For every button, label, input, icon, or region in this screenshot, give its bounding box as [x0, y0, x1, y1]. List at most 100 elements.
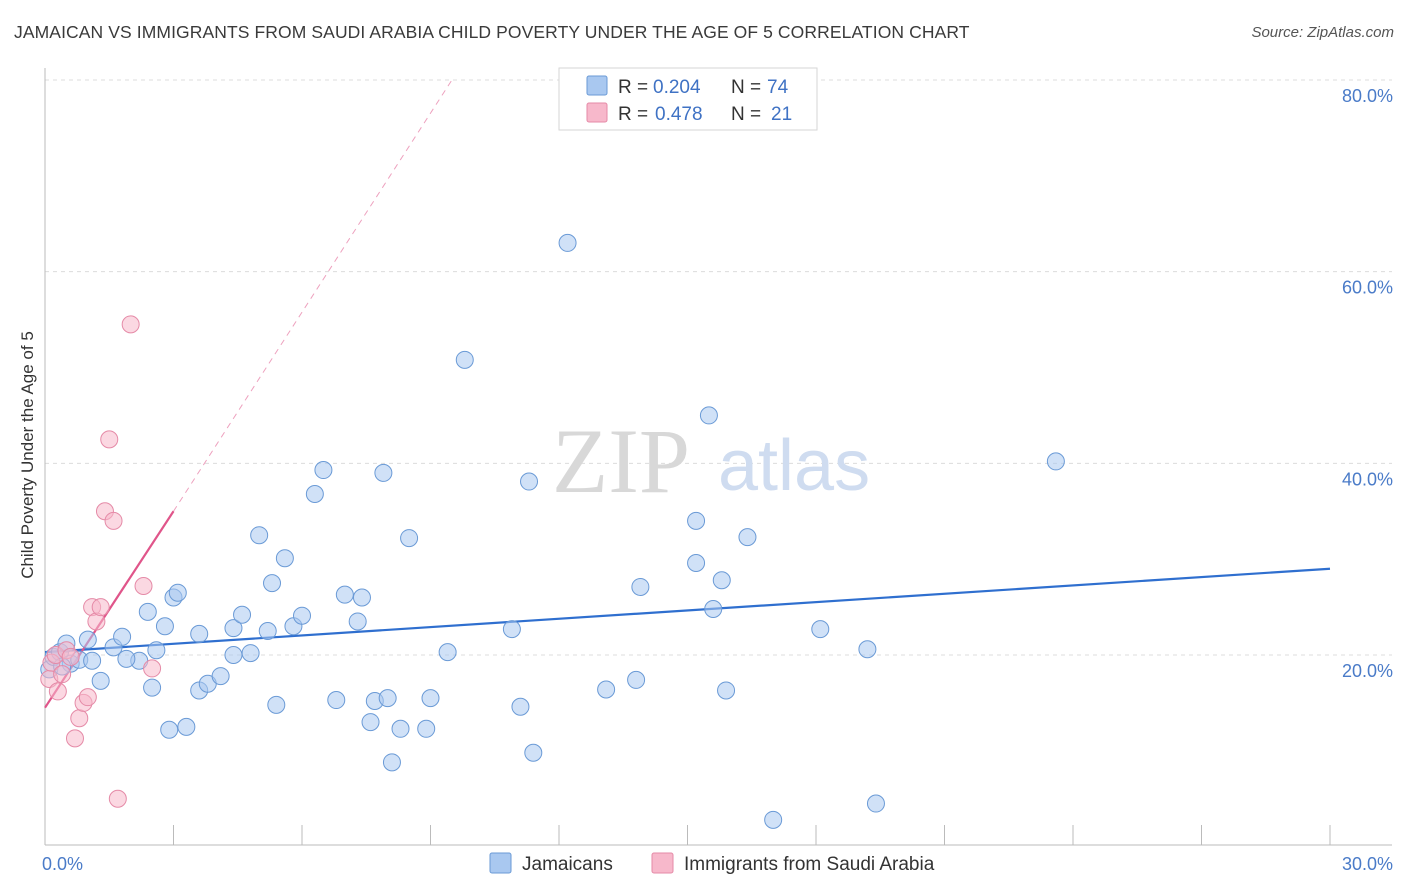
- series-legend-label-jamaicans: Jamaicans: [522, 854, 613, 875]
- point-jamaicans-24: [224, 619, 243, 638]
- point-jamaicans-15: [155, 617, 174, 636]
- y-tick-labels: 20.0% 40.0% 60.0% 80.0%: [1342, 86, 1393, 681]
- point-jamaicans-26: [233, 605, 252, 624]
- point-jamaicans-30: [263, 574, 282, 593]
- axes: [44, 68, 1392, 846]
- point-jamaicans-29: [258, 622, 277, 641]
- legend-n-value-saudi: 21: [771, 104, 792, 125]
- gridlines: [45, 79, 1392, 656]
- point-jamaicans-66: [738, 528, 757, 547]
- point-jamaicans-62: [699, 406, 718, 425]
- point-jamaicans-41: [361, 713, 380, 732]
- point-jamaicans-43: [374, 463, 393, 482]
- point-jamaicans-71: [764, 810, 783, 829]
- point-jamaicans-50: [438, 643, 457, 662]
- series-legend-swatch-jamaicans: [489, 852, 512, 874]
- point-jamaicans-25: [224, 646, 243, 664]
- point-jamaicans-53: [511, 697, 530, 716]
- point-jamaicans-67: [811, 620, 830, 639]
- point-jamaicans-13: [143, 678, 162, 697]
- x-tick-labels: 0.0% 30.0%: [42, 854, 1393, 874]
- point-jamaicans-44: [378, 689, 397, 708]
- point-jamaicans-70: [1046, 452, 1065, 471]
- legend-swatch-saudi: [586, 102, 608, 123]
- point-saudi-19: [134, 577, 153, 595]
- point-jamaicans-40: [352, 588, 371, 607]
- data-points: [40, 233, 1065, 829]
- legend-n-value-jamaicans: 74: [767, 77, 789, 98]
- legend-r-value-saudi: 0.478: [655, 104, 703, 125]
- point-jamaicans-57: [597, 680, 616, 699]
- y-tick-label-2: 60.0%: [1342, 278, 1393, 298]
- point-jamaicans-64: [712, 571, 731, 590]
- point-jamaicans-63: [704, 600, 723, 618]
- point-jamaicans-56: [558, 233, 577, 252]
- point-jamaicans-73: [117, 649, 136, 668]
- point-jamaicans-16: [160, 720, 179, 739]
- point-jamaicans-58: [627, 670, 646, 689]
- point-jamaicans-38: [335, 585, 354, 604]
- point-jamaicans-10: [113, 627, 132, 646]
- point-saudi-4: [53, 665, 72, 684]
- point-jamaicans-28: [250, 526, 269, 545]
- point-jamaicans-65: [717, 681, 736, 700]
- point-jamaicans-51: [455, 350, 474, 369]
- point-jamaicans-60: [687, 554, 706, 572]
- point-jamaicans-61: [687, 511, 706, 530]
- point-saudi-15: [100, 430, 119, 449]
- legend-r-label-jamaicans: R =: [618, 77, 648, 98]
- watermark: ZIP atlas: [552, 410, 870, 512]
- watermark-atlas: atlas: [718, 426, 870, 506]
- series-legend-label-saudi: Immigrants from Saudi Arabia: [684, 854, 935, 875]
- point-saudi-16: [104, 511, 123, 530]
- watermark-zip: ZIP: [552, 410, 690, 512]
- point-saudi-18: [121, 315, 140, 334]
- point-saudi-17: [108, 789, 127, 808]
- point-jamaicans-8: [91, 671, 110, 690]
- x-tick-label-0: 0.0%: [42, 854, 83, 874]
- point-saudi-13: [91, 598, 110, 617]
- point-saudi-3: [48, 682, 67, 701]
- point-jamaicans-69: [866, 794, 885, 813]
- point-jamaicans-34: [293, 606, 311, 625]
- correlation-legend: R = 0.204 N = 74 R = 0.478 N = 21: [558, 67, 818, 131]
- y-tick-label-0: 20.0%: [1342, 661, 1393, 681]
- trend-line-ext-1: [173, 79, 453, 512]
- point-jamaicans-68: [858, 640, 877, 659]
- point-jamaicans-55: [524, 743, 543, 762]
- point-saudi-10: [78, 688, 97, 707]
- point-saudi-7: [65, 729, 84, 748]
- point-jamaicans-47: [400, 529, 419, 548]
- legend-r-value-jamaicans: 0.204: [653, 77, 701, 98]
- point-jamaicans-20: [190, 624, 209, 643]
- point-jamaicans-19: [177, 717, 196, 736]
- point-jamaicans-48: [417, 719, 436, 738]
- legend-n-label-saudi: N =: [731, 104, 761, 125]
- point-jamaicans-54: [520, 472, 539, 491]
- point-jamaicans-46: [391, 719, 410, 738]
- point-jamaicans-7: [83, 651, 102, 670]
- trend-line-0: [44, 567, 1331, 654]
- point-jamaicans-59: [631, 577, 650, 596]
- series-legend: Jamaicans Immigrants from Saudi Arabia: [489, 852, 935, 875]
- point-jamaicans-6: [78, 630, 97, 649]
- legend-r-label-saudi: R =: [618, 104, 648, 125]
- point-saudi-6: [61, 647, 80, 666]
- chart-source: Source: ZipAtlas.com: [1251, 24, 1394, 41]
- point-jamaicans-23: [211, 667, 230, 686]
- legend-n-label-jamaicans: N =: [731, 77, 761, 98]
- point-jamaicans-12: [138, 602, 157, 621]
- point-jamaicans-31: [267, 695, 286, 714]
- point-jamaicans-52: [502, 620, 521, 639]
- point-jamaicans-35: [305, 485, 324, 503]
- series-legend-swatch-saudi: [651, 852, 674, 874]
- legend-swatch-jamaicans: [586, 75, 608, 96]
- point-jamaicans-18: [168, 583, 187, 602]
- point-saudi-20: [143, 659, 162, 678]
- point-jamaicans-45: [382, 753, 401, 772]
- chart-title: JAMAICAN VS IMMIGRANTS FROM SAUDI ARABIA…: [14, 22, 970, 42]
- y-tick-label-1: 40.0%: [1342, 469, 1393, 489]
- point-jamaicans-32: [275, 549, 294, 568]
- point-jamaicans-37: [327, 691, 346, 710]
